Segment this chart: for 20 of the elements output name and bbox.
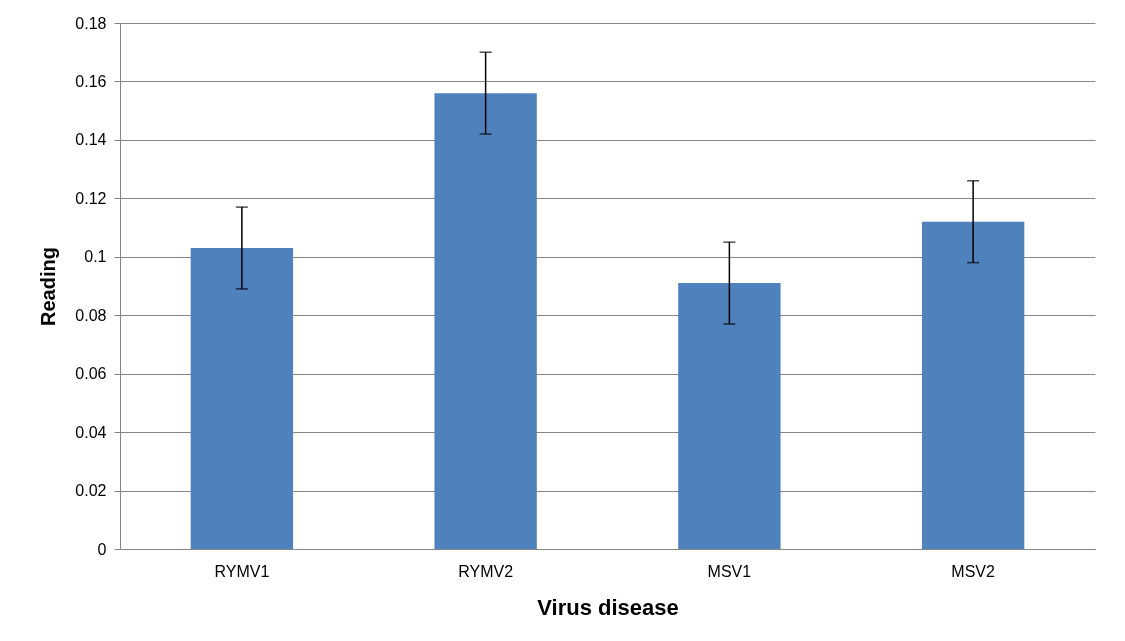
y-tick-label: 0.06 [75, 365, 107, 383]
y-tick-label: 0.04 [75, 423, 107, 441]
y-tick-label: 0.12 [75, 189, 107, 207]
x-axis-title: Virus disease [537, 594, 679, 620]
y-tick-label: 0.08 [75, 306, 107, 324]
bar [921, 221, 1025, 549]
x-tick-label: MSV1 [707, 562, 752, 580]
y-tick-label: 0.16 [75, 72, 107, 90]
x-tick-label: RYMV2 [458, 562, 514, 580]
x-tick-label: RYMV1 [214, 562, 270, 580]
bar [434, 93, 537, 549]
bar [190, 248, 294, 549]
y-tick-label: 0.1 [84, 248, 107, 266]
y-axis-title: Reading [37, 247, 60, 326]
y-tick-label: 0.14 [75, 131, 107, 149]
x-tick-label: MSV2 [951, 562, 996, 580]
bar [678, 283, 781, 549]
y-tick-label: 0.18 [75, 14, 107, 32]
y-tick-label: 0 [97, 540, 107, 558]
y-tick-label: 0.02 [75, 482, 107, 500]
